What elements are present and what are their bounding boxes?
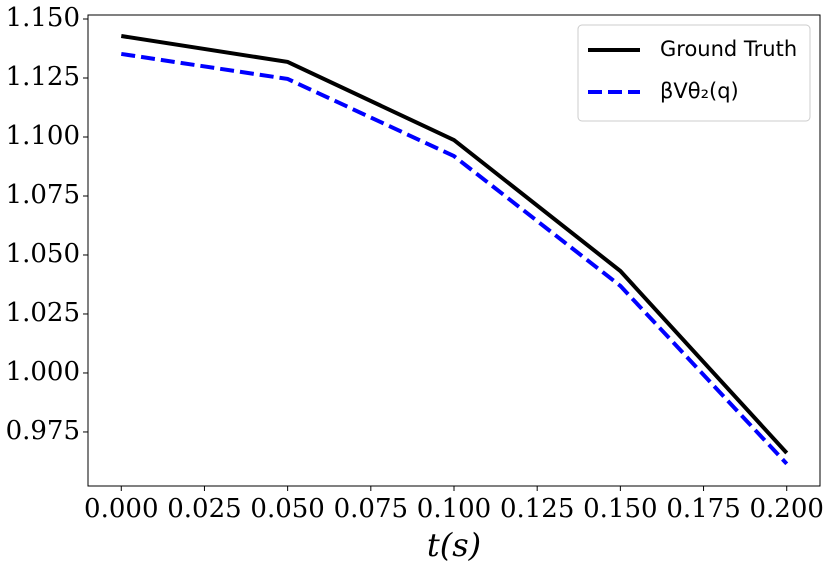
x-tick-label: 0.025 xyxy=(167,494,241,524)
y-tick-label: 0.975 xyxy=(6,416,80,446)
x-tick-label: 0.050 xyxy=(250,494,324,524)
y-tick-label: 1.100 xyxy=(6,121,80,151)
x-tick-label: 0.075 xyxy=(334,494,408,524)
y-tick-label: 1.150 xyxy=(6,3,80,33)
line-series xyxy=(120,51,789,466)
x-tick-label: 0.125 xyxy=(500,494,574,524)
x-tick-label: 0.000 xyxy=(84,494,158,524)
y-tick-label: 1.075 xyxy=(6,180,80,210)
x-tick-label: 0.100 xyxy=(417,494,491,524)
x-tick-label: 0.150 xyxy=(583,494,657,524)
y-tick-label: 1.000 xyxy=(6,357,80,387)
y-tick-label: 1.125 xyxy=(6,62,80,92)
y-tick-label: 1.050 xyxy=(6,239,80,269)
x-tick-label: 0.200 xyxy=(750,494,824,524)
legend-label: Ground Truth xyxy=(660,37,797,61)
y-tick-label: 1.025 xyxy=(6,298,80,328)
x-tick-label: 0.175 xyxy=(666,494,740,524)
x-axis-label: t(s) xyxy=(427,526,481,564)
line-series xyxy=(120,34,789,455)
legend-label: βVθ₂(q) xyxy=(660,79,739,103)
